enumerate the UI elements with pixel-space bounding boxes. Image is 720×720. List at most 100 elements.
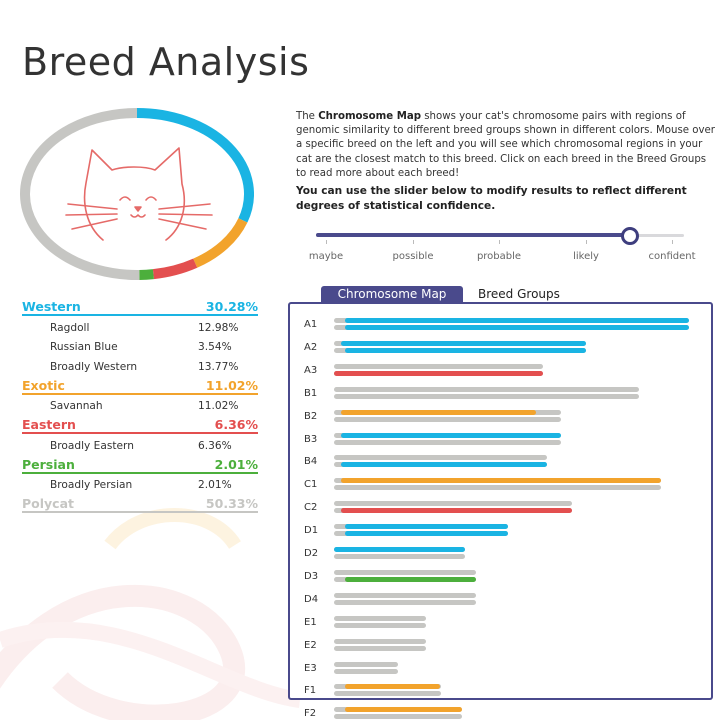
slider-thumb[interactable] <box>620 227 639 245</box>
chromosome-segment-western[interactable] <box>341 340 587 346</box>
group-row-exotic[interactable]: Exotic 11.02% <box>22 378 258 395</box>
chromosome-strand-bar[interactable] <box>334 554 466 559</box>
group-name: Persian <box>22 456 75 472</box>
chromosome-label: D4 <box>304 593 319 605</box>
page-title: Breed Analysis <box>22 40 310 84</box>
slider-label-confident[interactable]: confident <box>648 251 696 262</box>
chromosome-strand-bar[interactable] <box>334 638 427 644</box>
slider-label-possible[interactable]: possible <box>392 251 434 262</box>
breed-group-list: Western 30.28% Ragdoll 12.98% Russian Blue 3.… <box>22 298 258 515</box>
chromosome-strand-bar[interactable] <box>334 501 572 507</box>
chromosome-segment-western[interactable] <box>341 432 562 438</box>
chromosome-segment-exotic[interactable] <box>344 707 462 713</box>
breed-row[interactable]: Broadly Persian 2.01% <box>22 476 258 496</box>
chromosome-strand-bar[interactable] <box>334 622 427 628</box>
chromosome-strand-bar[interactable] <box>334 393 640 399</box>
group-row-polycat[interactable]: Polycat 50.33% <box>22 496 258 513</box>
chromosome-segment-western[interactable] <box>344 531 508 537</box>
slider-label-maybe[interactable]: maybe <box>308 251 344 262</box>
slider-tick <box>586 240 587 244</box>
chromosome-strand-bar[interactable] <box>334 615 427 621</box>
breed-donut-chart <box>20 108 254 280</box>
chromosome-label: C1 <box>304 479 318 491</box>
chromosome-strand-bar[interactable] <box>334 363 544 369</box>
chromosome-strand-bar[interactable] <box>334 668 398 674</box>
chromosome-strand-bar[interactable] <box>334 416 562 422</box>
chromosome-label: D2 <box>304 548 319 559</box>
slider-tick <box>672 240 673 244</box>
slider-tick <box>413 240 414 244</box>
chromosome-label: E1 <box>304 616 317 628</box>
group-name: Exotic <box>22 377 65 393</box>
tab-chromosome-map[interactable]: Chromosome Map <box>321 286 463 303</box>
chromosome-map-panel: A1 A2 A3 B1 B2 B3 B4 C1 C2 D1 D2 D3 D4 E1 E2 E3 F1 F2 <box>288 302 713 720</box>
chromosome-label: E2 <box>304 639 317 651</box>
donut-segment-eastern[interactable] <box>152 258 198 280</box>
chromosome-strand-bar[interactable] <box>334 599 476 605</box>
donut-segment-exotic[interactable] <box>193 218 248 268</box>
group-name: Eastern <box>22 417 76 432</box>
chromosome-label: F2 <box>304 708 317 720</box>
donut-segment-polycat[interactable] <box>20 108 140 280</box>
cat-face-icon <box>65 147 213 241</box>
chromosome-strand-bar[interactable] <box>334 645 427 651</box>
chromosome-label: B3 <box>304 433 318 445</box>
breed-name: Russian Blue <box>50 341 118 354</box>
chromosome-strand-bar[interactable] <box>334 569 476 575</box>
chromosome-segment-eastern[interactable] <box>341 508 572 514</box>
group-row-western[interactable]: Western 30.28% <box>22 299 258 316</box>
chromosome-segment-western[interactable] <box>344 325 689 330</box>
slider-fill <box>316 233 629 237</box>
chromosome-strand-bar[interactable] <box>334 485 661 491</box>
group-percent: 6.36% <box>214 417 258 432</box>
breed-name: Savannah <box>50 400 103 413</box>
chromosome-segment-exotic[interactable] <box>341 409 537 415</box>
chromosome-label: B4 <box>304 456 318 468</box>
confidence-slider[interactable]: maybe possible probable likely confident <box>300 222 705 266</box>
donut-segments <box>20 108 254 280</box>
group-percent: 2.01% <box>214 456 258 472</box>
chromosome-segment-exotic[interactable] <box>344 684 441 690</box>
donut-segment-western[interactable] <box>136 108 254 223</box>
chromosome-label: B1 <box>304 387 318 399</box>
breed-name: Broadly Persian <box>50 479 133 492</box>
tab-breed-groups[interactable]: Breed Groups <box>478 287 560 301</box>
chromosome-segment-exotic[interactable] <box>341 478 661 484</box>
chromosome-strand-bar[interactable] <box>334 386 640 392</box>
breed-row[interactable]: Ragdoll 12.98% <box>22 318 258 338</box>
chromosome-strand-bar[interactable] <box>334 714 462 720</box>
group-row-eastern[interactable]: Eastern 6.36% <box>22 417 258 434</box>
chromosome-label: A1 <box>304 319 318 330</box>
group-name: Western <box>22 299 81 314</box>
chromosome-segment-western[interactable] <box>344 318 689 323</box>
breed-row[interactable]: Broadly Western 13.77% <box>22 357 258 377</box>
chromosome-strand-bar[interactable] <box>334 661 398 667</box>
chromosome-map-description: The Chromosome Map shows your cat's chro… <box>296 111 715 179</box>
chromosome-segment-eastern[interactable] <box>334 370 544 376</box>
breed-percent: 12.98% <box>198 321 239 334</box>
group-row-persian[interactable]: Persian 2.01% <box>22 457 258 474</box>
chromosome-segment-persian[interactable] <box>344 576 476 582</box>
chromosome-segment-western[interactable] <box>344 524 508 530</box>
slider-label-probable[interactable]: probable <box>476 251 522 262</box>
breed-row[interactable]: Savannah 11.02% <box>22 397 258 417</box>
chromosome-segment-western[interactable] <box>344 347 587 353</box>
chromosome-label: B2 <box>304 410 318 422</box>
chromosome-strand-bar[interactable] <box>334 592 476 598</box>
chromosome-strand-bar[interactable] <box>334 691 441 697</box>
chromosome-segment-western[interactable] <box>334 547 466 552</box>
chromosome-label: E3 <box>304 662 317 674</box>
chromosome-segment-western[interactable] <box>341 462 547 468</box>
chromosome-label: D1 <box>304 525 319 537</box>
breed-row[interactable]: Russian Blue 3.54% <box>22 338 258 358</box>
breed-percent: 3.54% <box>198 341 232 354</box>
slider-label-likely[interactable]: likely <box>573 251 599 262</box>
donut-segment-persian[interactable] <box>139 269 154 280</box>
chromosome-strand-bar[interactable] <box>334 439 562 445</box>
breed-row[interactable]: Broadly Eastern 6.36% <box>22 436 258 456</box>
group-percent: 50.33% <box>205 496 258 511</box>
slider-tick <box>499 240 500 244</box>
chromosome-strand-bar[interactable] <box>334 455 547 461</box>
breed-name: Ragdoll <box>50 321 90 334</box>
group-name: Polycat <box>22 496 75 511</box>
